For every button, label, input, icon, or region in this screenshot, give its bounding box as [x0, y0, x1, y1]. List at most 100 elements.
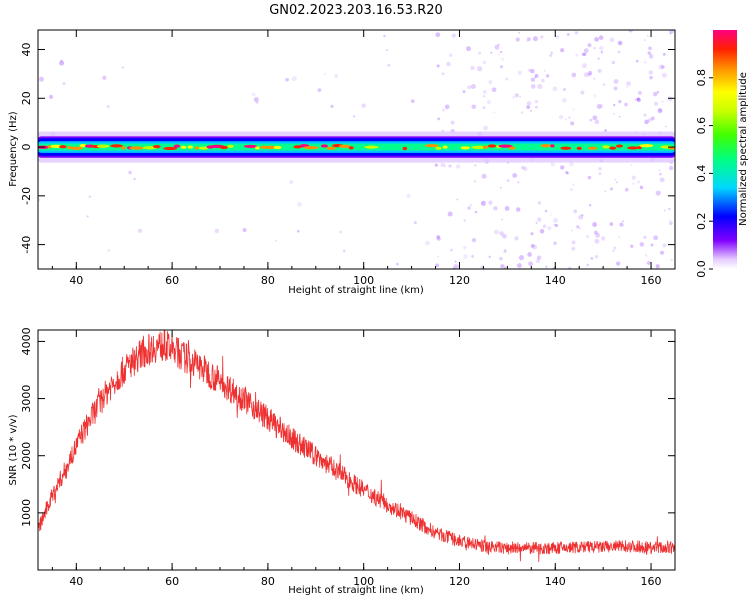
band-hotspot [471, 145, 487, 149]
band-hotspot [180, 145, 187, 149]
spectrogram-x-tick-label: 140 [545, 274, 566, 287]
noise-speck [455, 164, 461, 169]
noise-speck [552, 217, 559, 223]
noise-speck [575, 53, 579, 57]
band-hotspot [609, 146, 617, 150]
noise-speck [535, 258, 541, 264]
spectrogram-y-tick-label: 20 [20, 91, 33, 105]
noise-speck [619, 41, 622, 45]
noise-speck [86, 215, 89, 218]
band-hotspot [173, 144, 181, 148]
noise-speck [636, 97, 641, 102]
spectrogram-x-tick-label: 160 [641, 274, 662, 287]
noise-speck [617, 50, 621, 54]
noise-speck [578, 214, 584, 220]
noise-speck [552, 86, 558, 92]
noise-speck [561, 97, 567, 103]
snr-x-tick-label: 80 [261, 575, 275, 588]
noise-speck [471, 254, 475, 258]
noise-speck [386, 49, 388, 52]
snr-y-tick-label: 3000 [20, 385, 33, 413]
noise-speck [537, 83, 543, 90]
band-hotspot [424, 144, 439, 148]
noise-speck [639, 185, 644, 190]
band-hotspot [560, 146, 572, 150]
noise-speck [636, 97, 642, 103]
noise-speck [527, 37, 531, 41]
band-hotspot [602, 145, 610, 149]
noise-speck [413, 221, 417, 225]
noise-speck [59, 60, 65, 66]
noise-speck [285, 77, 289, 82]
noise-speck [663, 209, 666, 212]
colorbar-tick-label: 0.6 [695, 117, 708, 135]
noise-speck [667, 96, 673, 102]
noise-speck [435, 263, 439, 268]
band-hotspot [498, 144, 513, 148]
noise-speck [643, 61, 647, 64]
noise-speck [576, 225, 580, 229]
noise-speck [654, 101, 659, 106]
noise-speck [526, 39, 529, 43]
noise-speck [518, 255, 525, 261]
noise-speck [62, 82, 66, 86]
noise-speck [630, 244, 634, 248]
noise-speck [523, 166, 528, 171]
noise-speck [542, 224, 547, 228]
noise-speck [440, 162, 446, 168]
snr-y-tick-label: 4000 [20, 327, 33, 355]
noise-speck [342, 249, 346, 253]
noise-speck [49, 94, 54, 99]
noise-speck [493, 111, 496, 114]
noise-speck [437, 117, 441, 121]
noise-speck [614, 178, 617, 181]
noise-speck [537, 217, 542, 222]
noise-speck [661, 100, 664, 103]
noise-speck [609, 222, 614, 226]
noise-speck [598, 172, 602, 176]
noise-speck [540, 35, 544, 39]
noise-speck [628, 30, 633, 33]
noise-speck [514, 236, 519, 241]
noise-speck [571, 72, 577, 78]
band-hotspot [50, 144, 63, 148]
noise-speck [618, 99, 622, 104]
noise-speck [658, 108, 663, 112]
noise-speck [353, 115, 356, 118]
noise-speck [450, 120, 455, 125]
noise-speck [668, 165, 674, 171]
noise-speck [612, 103, 616, 107]
noise-speck [599, 103, 604, 109]
noise-speck [133, 178, 136, 181]
noise-speck [618, 115, 621, 118]
noise-speck [566, 171, 569, 175]
noise-speck [518, 31, 520, 34]
noise-speck [505, 77, 509, 81]
noise-speck [448, 53, 453, 57]
noise-speck [568, 116, 571, 119]
noise-speck [585, 235, 589, 239]
noise-speck [530, 68, 535, 74]
noise-speck [498, 53, 501, 56]
band-hotspot [460, 146, 471, 150]
noise-speck [619, 222, 624, 227]
noise-speck [491, 87, 497, 93]
noise-speck [535, 221, 538, 224]
spectrogram-plot-area [38, 30, 675, 269]
noise-speck [544, 209, 548, 213]
noise-speck [570, 121, 575, 126]
noise-speck [581, 214, 584, 217]
noise-speck [444, 165, 446, 167]
noise-speck [583, 52, 587, 57]
noise-speck [547, 225, 552, 231]
noise-speck [657, 108, 663, 114]
noise-speck [586, 263, 589, 267]
noise-speck [456, 198, 459, 201]
noise-speck [595, 232, 600, 238]
noise-speck [488, 80, 493, 85]
noise-speck [569, 161, 574, 167]
noise-speck [652, 91, 658, 97]
noise-speck [482, 106, 486, 110]
band-hotspot [152, 144, 161, 149]
